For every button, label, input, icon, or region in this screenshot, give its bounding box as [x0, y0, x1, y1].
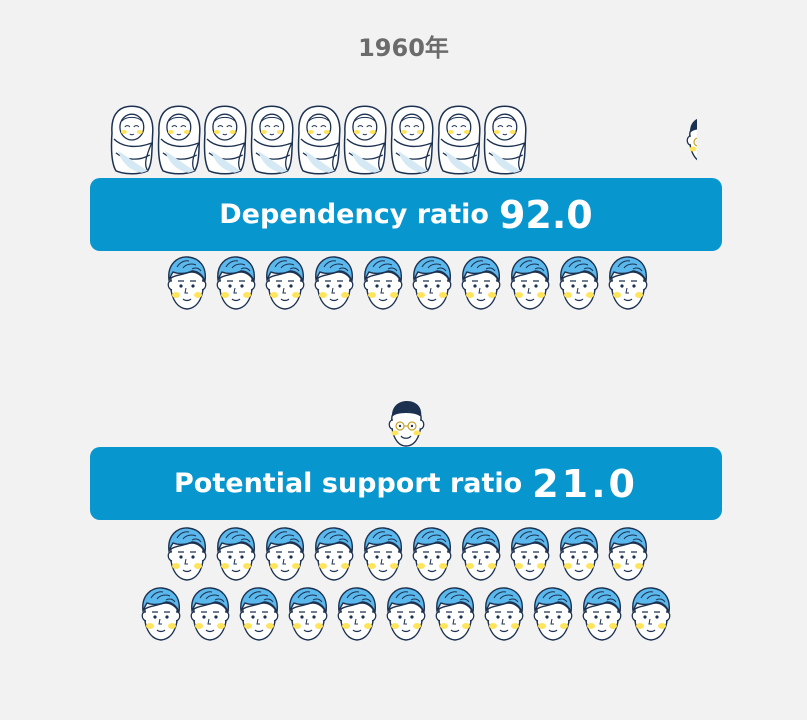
- adult-icon: [311, 254, 357, 314]
- baby-icon: [388, 103, 436, 175]
- adult-icon: [334, 585, 380, 645]
- baby-icon: [481, 103, 528, 175]
- baby-icon: [295, 103, 343, 175]
- working-age-icons-support-row-1: [164, 525, 654, 585]
- adult-icon: [383, 585, 429, 645]
- elder-icon: [683, 112, 697, 167]
- adult-icon: [556, 525, 602, 585]
- adult-icon: [262, 525, 308, 585]
- year-title: 1960年: [358, 34, 449, 62]
- potential-support-ratio-label: Potential support ratio: [174, 468, 523, 499]
- baby-icon: [201, 103, 249, 175]
- adult-icon: [481, 585, 527, 645]
- adult-icon: [187, 585, 233, 645]
- adult-icon: [605, 254, 651, 314]
- elder-icon: [383, 396, 429, 450]
- adult-icon: [138, 585, 184, 645]
- baby-icon: [435, 103, 483, 175]
- dependency-ratio-value: 92.0: [498, 192, 593, 237]
- dependency-ratio-label: Dependency ratio: [219, 199, 489, 230]
- working-age-icons-dependency: [164, 254, 654, 314]
- baby-icon: [248, 103, 296, 175]
- dependency-ratio-banner: Dependency ratio 92.0: [90, 178, 722, 251]
- adult-icon: [409, 254, 455, 314]
- children-icons: [108, 103, 528, 178]
- adult-icon: [507, 525, 553, 585]
- adult-icon: [213, 254, 259, 314]
- potential-support-ratio-value: 21.0: [532, 461, 638, 506]
- adult-icon: [236, 585, 282, 645]
- adult-icon: [579, 585, 625, 645]
- adult-icon: [360, 254, 406, 314]
- potential-support-ratio-banner: Potential support ratio 21.0: [90, 447, 722, 520]
- adult-icon: [360, 525, 406, 585]
- adult-icon: [285, 585, 331, 645]
- adult-icon: [311, 525, 357, 585]
- adult-icon: [605, 525, 651, 585]
- adult-icon: [164, 254, 210, 314]
- adult-icon: [458, 525, 504, 585]
- working-age-icons-support-row-2: [138, 585, 677, 645]
- adult-icon: [409, 525, 455, 585]
- adult-icon: [628, 585, 674, 645]
- baby-icon: [155, 103, 203, 175]
- adult-icon: [262, 254, 308, 314]
- adult-icon: [458, 254, 504, 314]
- adult-icon: [164, 525, 210, 585]
- elderly-icons-support: [383, 396, 429, 450]
- adult-icon: [530, 585, 576, 645]
- adult-icon: [213, 525, 259, 585]
- adult-icon: [432, 585, 478, 645]
- adult-icon: [507, 254, 553, 314]
- adult-icon: [556, 254, 602, 314]
- baby-icon: [108, 103, 156, 175]
- baby-icon: [341, 103, 389, 175]
